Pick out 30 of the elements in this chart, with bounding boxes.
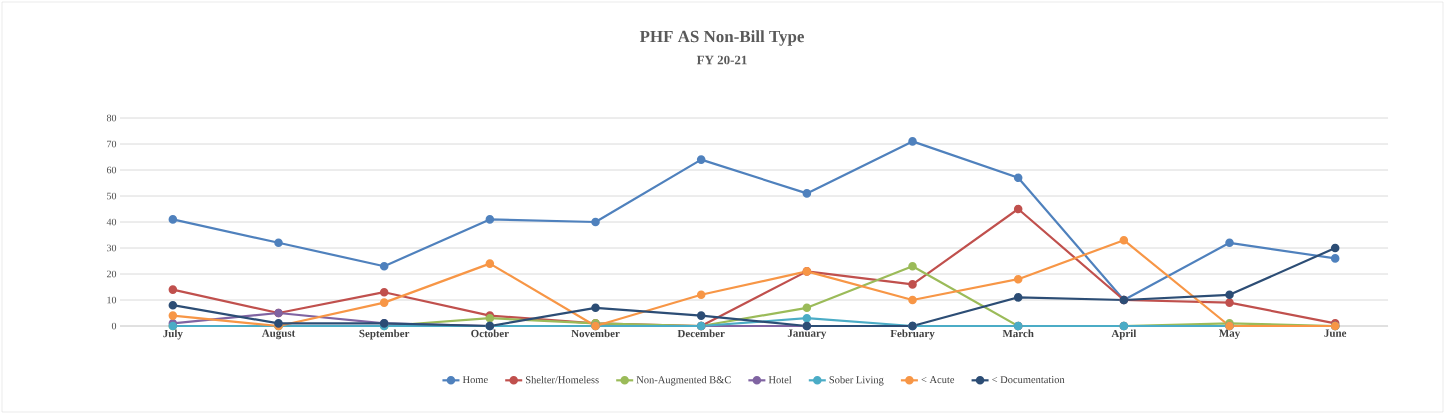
x-tick-label: June bbox=[1324, 329, 1347, 337]
legend-label: Non-Augmented B&C bbox=[636, 375, 731, 386]
y-tick-label: 50 bbox=[107, 192, 117, 200]
chart-subtitle: FY 20-21 bbox=[696, 55, 747, 65]
x-tick-label: November bbox=[571, 329, 620, 338]
y-tick-label: 0 bbox=[111, 322, 117, 330]
legend-label: < Acute bbox=[921, 376, 955, 384]
x-tick-label: September bbox=[359, 329, 410, 340]
legend-label: Hotel bbox=[768, 375, 792, 384]
y-tick-label: 70 bbox=[107, 140, 117, 148]
x-tick-label: March bbox=[1002, 329, 1034, 338]
y-tick-label: 40 bbox=[106, 218, 117, 226]
y-tick-label: 60 bbox=[106, 166, 117, 174]
chart-title: PHF AS Non-Bill Type bbox=[639, 30, 804, 46]
x-tick-label: May bbox=[1219, 329, 1241, 340]
legend-label: Home bbox=[462, 376, 488, 384]
x-tick-label: October bbox=[471, 329, 509, 338]
x-tick-label: July bbox=[163, 329, 183, 340]
x-tick-label: January bbox=[787, 329, 827, 340]
legend-label: Sober Living bbox=[829, 375, 884, 386]
x-tick-label: February bbox=[890, 329, 935, 340]
y-tick-label: 30 bbox=[107, 244, 117, 252]
x-tick-label: August bbox=[261, 329, 296, 340]
y-tick-label: 80 bbox=[106, 114, 117, 122]
legend-label: < Documentation bbox=[992, 376, 1065, 384]
x-tick-label: April bbox=[1111, 329, 1137, 340]
x-tick-label: December bbox=[677, 329, 725, 338]
legend-label: Shelter/Homeless bbox=[526, 375, 599, 384]
y-tick-label: 20 bbox=[106, 270, 117, 278]
y-tick-label: 10 bbox=[107, 296, 117, 304]
